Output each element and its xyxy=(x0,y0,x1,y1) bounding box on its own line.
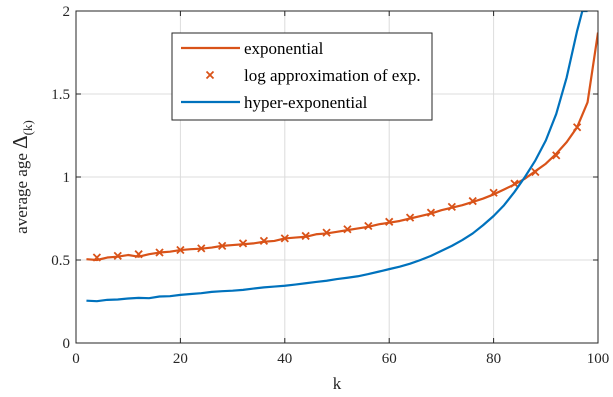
data-point xyxy=(531,167,540,177)
data-point xyxy=(468,196,477,206)
data-point xyxy=(280,234,289,243)
y-axis-label-text: average age xyxy=(12,149,31,234)
y-tick-label: 0 xyxy=(63,336,71,352)
marker-stroke xyxy=(197,244,206,253)
marker-stroke xyxy=(552,151,561,160)
x-tick-label: 80 xyxy=(486,351,501,367)
marker-stroke xyxy=(468,196,477,206)
data-point xyxy=(385,217,394,226)
y-tick-label: 2 xyxy=(63,4,71,20)
marker-stroke xyxy=(364,221,373,231)
data-point xyxy=(197,244,206,253)
series-layer xyxy=(86,11,598,303)
x-tick-label: 100 xyxy=(587,351,610,367)
marker-stroke xyxy=(322,228,331,237)
marker-stroke xyxy=(92,253,102,262)
legend-label: hyper-exponential xyxy=(244,93,368,112)
marker-stroke xyxy=(343,225,352,234)
y-tick-label: 0.5 xyxy=(51,253,70,269)
marker-stroke xyxy=(405,213,415,222)
data-point xyxy=(301,231,310,241)
marker-stroke xyxy=(176,245,185,255)
marker-stroke xyxy=(134,250,143,259)
y-tick-label: 1 xyxy=(63,170,71,186)
marker-stroke xyxy=(301,231,310,241)
marker-stroke xyxy=(510,179,519,188)
data-point xyxy=(426,208,436,217)
data-point xyxy=(447,202,456,212)
y-tick-label: 1.5 xyxy=(51,87,70,103)
marker-stroke xyxy=(238,239,248,248)
data-point xyxy=(134,250,143,259)
data-point xyxy=(343,225,352,234)
axis-ticks: 0 20 40 60 80 100 0 0.5 1 1.5 2 xyxy=(51,4,609,367)
series-line-2 xyxy=(86,11,588,303)
x-tick-label: 0 xyxy=(72,351,80,367)
data-point xyxy=(238,239,248,248)
data-point xyxy=(218,241,227,251)
data-point xyxy=(155,248,164,257)
data-point xyxy=(572,123,582,132)
marker-stroke xyxy=(155,248,164,257)
legend-label: exponential xyxy=(244,39,324,58)
data-point xyxy=(176,245,185,255)
data-point xyxy=(113,251,122,260)
marker-stroke xyxy=(531,167,540,177)
legend: exponential log approximation of exp. hype… xyxy=(171,32,433,121)
marker-stroke xyxy=(113,251,122,260)
x-tick-label: 20 xyxy=(173,351,188,367)
data-point xyxy=(405,213,415,222)
x-tick-label: 40 xyxy=(277,351,292,367)
data-point xyxy=(259,236,269,246)
marker-stroke xyxy=(280,234,289,243)
series-markers-1 xyxy=(92,123,582,262)
data-point xyxy=(552,151,561,160)
y-axis-label-subscript: (k) xyxy=(20,120,35,135)
marker-stroke xyxy=(489,188,498,197)
marker-stroke xyxy=(259,236,269,246)
marker-stroke xyxy=(205,70,215,80)
legend-swatch-marker xyxy=(205,70,215,80)
marker-stroke xyxy=(572,123,582,132)
marker-stroke xyxy=(426,208,436,217)
y-axis-label-symbol: Δ xyxy=(8,135,32,149)
marker-stroke xyxy=(447,202,456,212)
data-point xyxy=(364,221,373,231)
marker-stroke xyxy=(218,241,227,251)
data-point xyxy=(510,179,519,188)
y-axis-label: average age Δ(k) xyxy=(8,120,35,234)
marker-stroke xyxy=(385,217,394,226)
x-axis-label: k xyxy=(333,374,342,393)
data-point xyxy=(92,253,102,262)
data-point xyxy=(322,228,331,237)
legend-label: log approximation of exp. xyxy=(244,66,421,85)
data-point xyxy=(489,188,498,197)
x-tick-label: 60 xyxy=(382,351,397,367)
